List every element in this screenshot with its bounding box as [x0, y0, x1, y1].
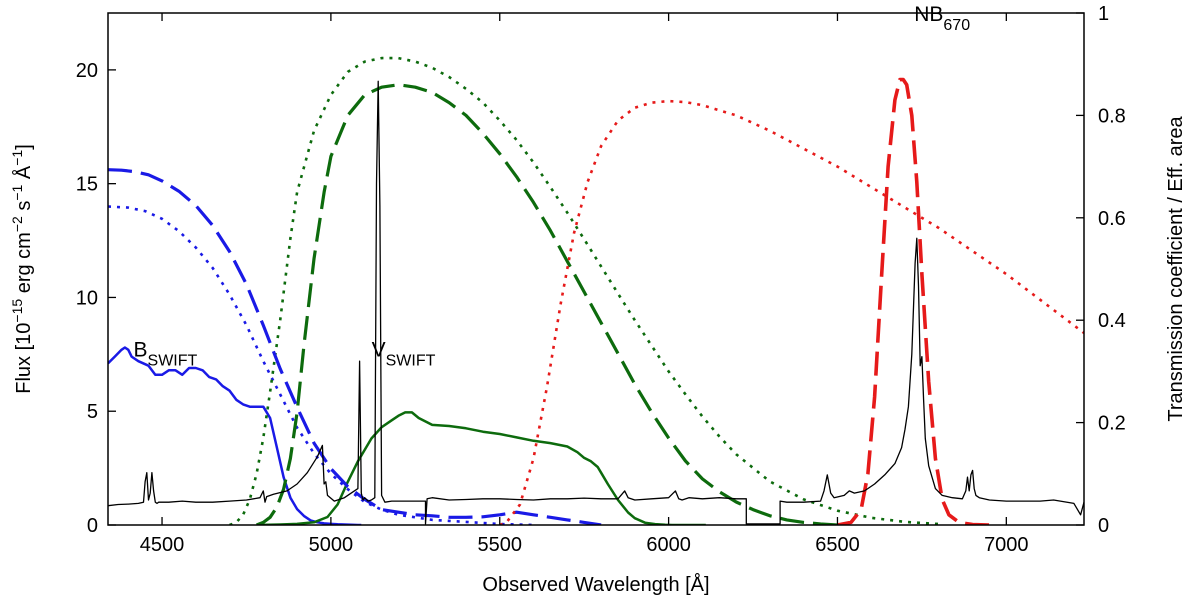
x-tick-label: 6000: [646, 534, 691, 556]
x-tick-label: 4500: [140, 534, 185, 556]
y-right-tick-label: 0: [1098, 515, 1109, 537]
axes-group: [107, 12, 1085, 526]
y-left-tick-label: 5: [87, 401, 98, 423]
series-line-7: [499, 99, 1084, 525]
y-right-tick-label: 0.2: [1098, 413, 1126, 435]
y-axis-left-label: Flux [10−15 erg cm−2 s−1 Å−1]: [9, 144, 35, 394]
y-right-tick-label: 0.6: [1098, 208, 1126, 230]
y-left-tick-label: 15: [76, 174, 98, 196]
ylabel-exp: −1: [9, 150, 25, 166]
x-tick-label: 5000: [309, 534, 354, 556]
ticks-group: 4500 5000 5500 6000 6500 7000 0 5 10 15 20 0 0.2 0.4 0…: [76, 3, 1126, 556]
ylabel-part: Flux [10: [13, 323, 35, 394]
label-nb670: NB670: [914, 3, 970, 34]
y-left-tick-label: 0: [87, 515, 98, 537]
ylabel-exp: −2: [9, 216, 25, 232]
y-right-tick-label: 0.4: [1098, 310, 1126, 332]
label-v-swift: VSWIFT: [372, 338, 436, 369]
x-tick-label: 5500: [478, 534, 523, 556]
annotations-group: BSWIFT VSWIFT NB670: [134, 3, 971, 369]
ylabel-part: s: [13, 201, 35, 217]
y-axis-right-label: Transmission coefficient / Eff. area: [1165, 115, 1187, 421]
series-line-3: [108, 168, 602, 525]
series-line-1: [108, 346, 362, 525]
ylabel-exp: −1: [9, 184, 25, 200]
x-axis-label: Observed Wavelength [Å]: [482, 573, 709, 596]
ylabel-exp: −15: [9, 299, 25, 323]
label-b-swift: BSWIFT: [134, 338, 198, 369]
y-right-tick-label: 0.8: [1098, 105, 1126, 127]
series-line-2: [256, 411, 706, 525]
series-line-6: [229, 56, 939, 525]
ylabel-part: Å: [12, 165, 35, 185]
series-group: [108, 56, 1084, 525]
x-tick-label: 6500: [815, 534, 860, 556]
plot-frame: [107, 12, 1085, 526]
ylabel-part: ]: [13, 144, 35, 150]
ylabel-part: erg cm: [13, 232, 35, 299]
x-tick-label: 7000: [984, 534, 1029, 556]
series-line-4: [108, 205, 534, 525]
y-left-tick-label: 20: [76, 60, 98, 82]
series-line-5: [256, 83, 838, 525]
series-line-8: [837, 77, 990, 525]
series-line-0: [108, 80, 1084, 525]
y-right-tick-label: 1: [1098, 3, 1109, 25]
y-left-tick-label: 10: [76, 287, 98, 309]
